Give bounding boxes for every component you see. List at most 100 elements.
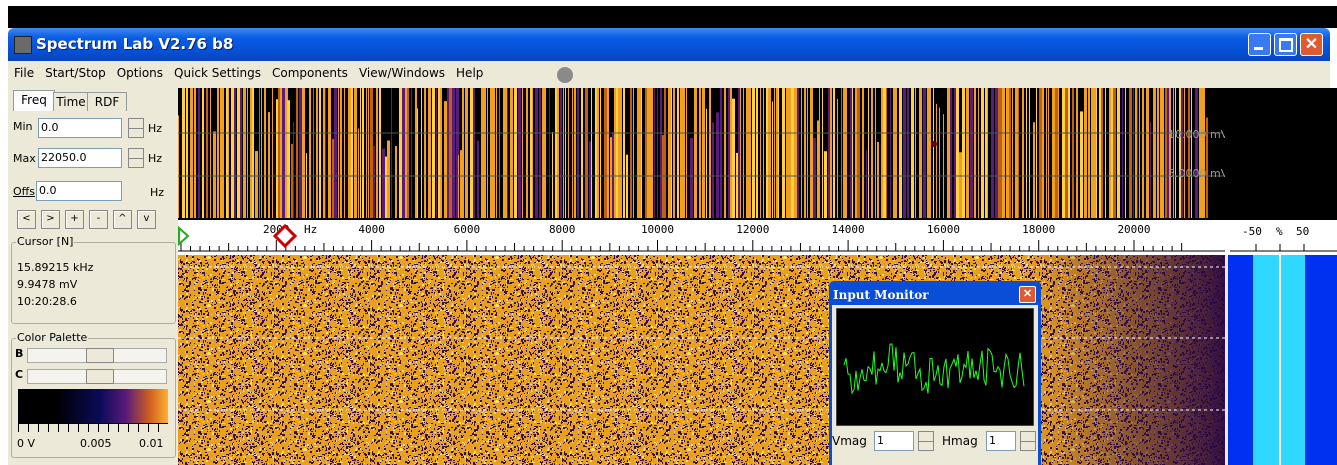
spectrum-line [956,88,959,218]
hmag-label: Hmag [942,434,978,448]
frequency-label: 20000 [1117,223,1150,236]
spectrum-line [237,88,240,218]
menu-item[interactable]: Options [117,66,163,84]
frequency-label: 16000 [927,223,960,236]
min-unit: Hz [148,122,162,135]
b-slider[interactable] [27,348,167,363]
nav-button[interactable]: + [65,210,84,229]
spectrum-line [1113,88,1116,218]
c-slider[interactable] [27,369,167,384]
spectrum-line [462,88,464,218]
nav-button[interactable]: > [41,210,60,229]
spectrum-line [319,88,321,218]
spectrum-line [302,88,305,218]
spectrum-line [966,88,969,218]
tab[interactable]: Freq [13,90,55,111]
spectrum-line [1195,88,1198,218]
min-input[interactable]: 0.0 [38,118,122,138]
max-input[interactable]: 22050.0 [38,148,122,168]
tab[interactable]: RDF [87,92,127,111]
palette-label: 0.005 [80,437,112,450]
maximize-button[interactable] [1274,33,1297,56]
level-scale-label: 50 [1296,225,1309,238]
spectrum-line [424,88,426,218]
frequency-unit: Hz [304,223,317,236]
spectrum-line [1022,88,1024,218]
spectrum-line [379,88,381,218]
spectrum-line [1179,88,1181,218]
close-button[interactable]: ✕ [1300,33,1323,56]
spectrum-line [903,88,906,218]
menu-item[interactable]: Components [272,66,348,84]
spectrum-line [690,138,693,218]
spectrum-line [841,88,842,218]
spectrum-line [813,138,816,218]
spectrum-line [768,88,771,218]
hmag-input[interactable]: 1 [986,431,1016,451]
frequency-label: 6000 [454,223,481,236]
spectrum-line [280,88,282,218]
spectrum-line [1129,88,1132,218]
spectrum-line [981,88,983,218]
input-monitor-close[interactable]: ✕ [1019,286,1036,303]
title-bar: Spectrum Lab V2.76 b8 ✕ [8,28,1330,61]
menu-item[interactable]: Help [456,66,483,84]
spectrum-line [325,88,326,218]
frequency-label: 4000 [358,223,385,236]
spectrum-line [1191,88,1192,218]
spectrum-line [1184,88,1185,218]
tab[interactable]: Time [53,92,89,111]
spectrum-line [1046,88,1047,218]
spectrum-line [1012,88,1013,218]
nav-button[interactable]: v [137,210,156,229]
spectrum-line [440,88,442,218]
spectrum-line [503,88,505,218]
page: Spectrum Lab V2.76 b8 ✕ File Start/Stop Op… [0,0,1337,465]
nav-button[interactable]: < [17,210,36,229]
spectrum-line [391,88,392,218]
spectrum-line [432,88,435,218]
menu-bar: File Start/Stop Options Quick Settings Compo… [14,66,483,84]
spectrum-line [1048,88,1049,218]
spectrum-line [893,88,895,218]
menu-item[interactable]: View/Windows [359,66,445,84]
max-spinner[interactable] [128,148,144,168]
palette-gradient [18,389,168,423]
spectrum-line [939,108,940,218]
nav-button[interactable]: - [89,210,108,229]
spectrum-line [1006,88,1009,218]
hmag-spinner[interactable] [1020,431,1036,451]
offs-input[interactable]: 0.0 [36,181,122,201]
spectrum-line [875,88,876,218]
menu-item[interactable]: Quick Settings [174,66,261,84]
min-spinner[interactable] [128,118,144,138]
spectrum-line [328,88,331,218]
spectrum-line [607,88,609,218]
spectrum-line [291,144,293,218]
spectrum-line [1133,88,1134,218]
nav-button[interactable]: ^ [113,210,132,229]
spectrum-line [1068,88,1070,218]
spectrum-line [421,88,422,218]
spectrum-line [620,88,622,218]
spectrum-line [709,88,711,218]
spectrum-line [728,88,730,218]
spectrum-line [1058,88,1059,218]
palette-group: Color Palette B C 0 V 0.005 0.01 [11,338,176,458]
spectrum-line [843,88,846,218]
minimize-button[interactable] [1248,33,1271,56]
spectrum-line [272,88,273,218]
spectrum-line [316,88,318,218]
spectrum-line [178,115,179,218]
spectrum-line [1065,88,1068,218]
menu-item[interactable]: File [14,66,34,84]
vmag-input[interactable]: 1 [874,431,914,451]
frequency-label: 10000 [641,223,674,236]
spectrum-line [716,112,719,218]
spectrum-line [373,146,375,218]
spectrum-line [481,88,484,218]
menu-item[interactable]: Start/Stop [45,66,106,84]
spectrum-line [1160,88,1163,218]
vmag-label: Vmag [832,434,867,448]
vmag-spinner[interactable] [918,431,934,451]
